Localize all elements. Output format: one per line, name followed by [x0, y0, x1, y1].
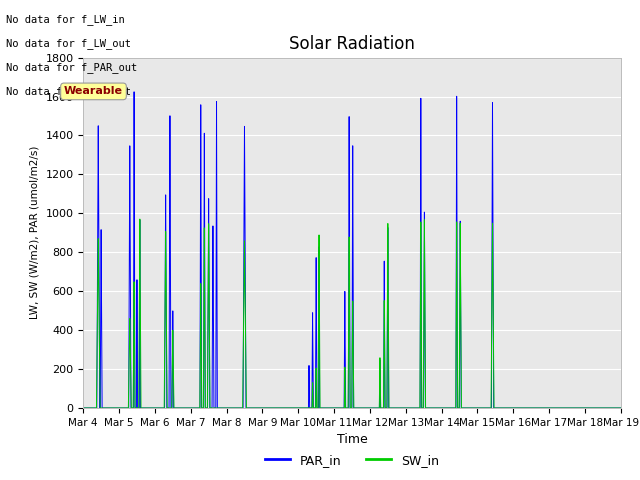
- Y-axis label: LW, SW (W/m2), PAR (umol/m2/s): LW, SW (W/m2), PAR (umol/m2/s): [30, 146, 40, 320]
- Title: Solar Radiation: Solar Radiation: [289, 35, 415, 53]
- X-axis label: Time: Time: [337, 433, 367, 446]
- Text: No data for f_SW_out: No data for f_SW_out: [6, 86, 131, 97]
- Text: No data for f_LW_out: No data for f_LW_out: [6, 38, 131, 49]
- Text: No data for f_LW_in: No data for f_LW_in: [6, 14, 125, 25]
- Text: Wearable: Wearable: [64, 86, 123, 96]
- Text: No data for f_PAR_out: No data for f_PAR_out: [6, 62, 138, 73]
- Legend: PAR_in, SW_in: PAR_in, SW_in: [260, 449, 444, 472]
